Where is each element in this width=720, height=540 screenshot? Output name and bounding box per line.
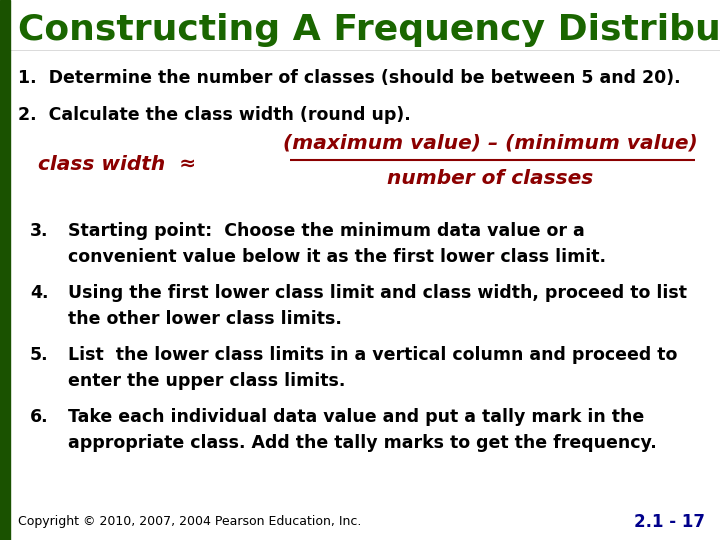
Text: Constructing A Frequency Distribution: Constructing A Frequency Distribution: [18, 13, 720, 47]
Text: Take each individual data value and put a tally mark in the
appropriate class. A: Take each individual data value and put …: [68, 408, 657, 453]
Bar: [0, 0, 10, 540]
Text: Copyright © 2010, 2007, 2004 Pearson Education, Inc.: Copyright © 2010, 2007, 2004 Pearson Edu…: [18, 516, 361, 529]
Text: 5.: 5.: [30, 346, 49, 364]
Text: 1.  Determine the number of classes (should be between 5 and 20).: 1. Determine the number of classes (shou…: [18, 69, 680, 87]
Text: List  the lower class limits in a vertical column and proceed to
enter the upper: List the lower class limits in a vertica…: [68, 346, 678, 390]
Text: 2.1 - 17: 2.1 - 17: [634, 513, 705, 531]
Text: Starting point:  Choose the minimum data value or a
convenient value below it as: Starting point: Choose the minimum data …: [68, 222, 606, 266]
Text: class width  ≈: class width ≈: [38, 154, 196, 173]
Text: 4.: 4.: [30, 284, 48, 302]
Text: 2.  Calculate the class width (round up).: 2. Calculate the class width (round up).: [18, 106, 410, 124]
Text: 6.: 6.: [30, 408, 49, 426]
Text: Using the first lower class limit and class width, proceed to list
the other low: Using the first lower class limit and cl…: [68, 284, 687, 328]
Text: (maximum value) – (minimum value): (maximum value) – (minimum value): [283, 133, 698, 152]
Text: number of classes: number of classes: [387, 168, 593, 187]
Text: 3.: 3.: [30, 222, 48, 240]
